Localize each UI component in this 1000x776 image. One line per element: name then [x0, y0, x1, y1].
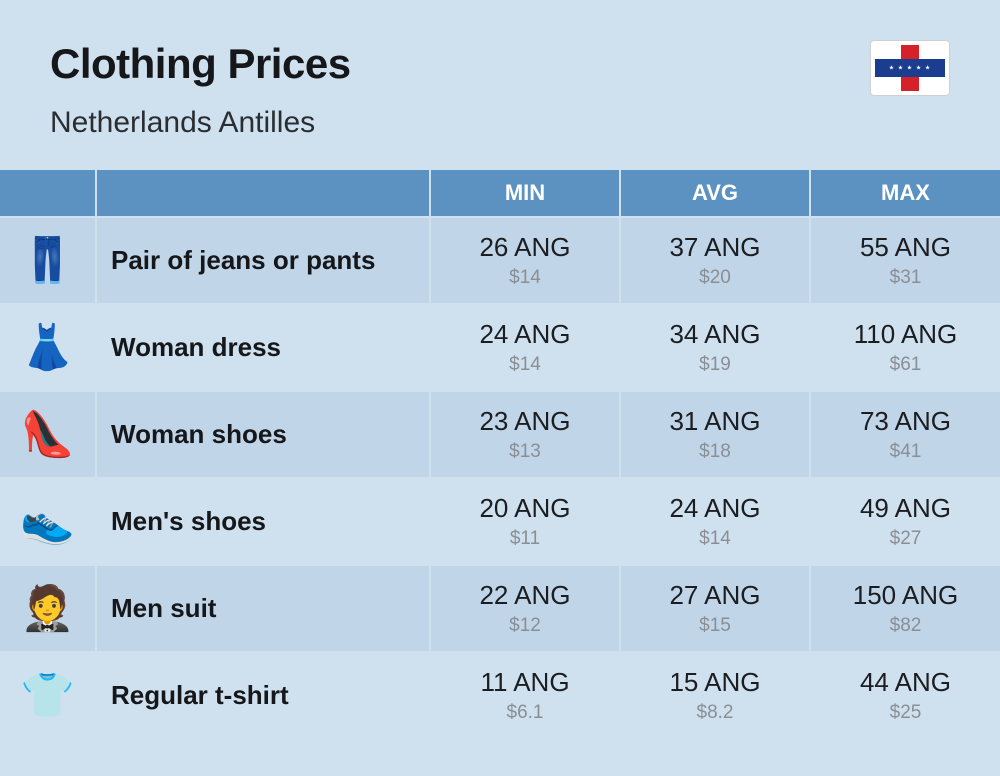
price-cell-avg: 34 ANG $19 [620, 304, 810, 391]
item-label: Pair of jeans or pants [96, 217, 430, 304]
price-cell-max: 150 ANG $82 [810, 565, 1000, 652]
price-cell-avg: 37 ANG $20 [620, 217, 810, 304]
price-cell-max: 44 ANG $25 [810, 652, 1000, 738]
price-cell-max: 49 ANG $27 [810, 478, 1000, 565]
price-local: 49 ANG [819, 493, 992, 524]
price-usd: $15 [629, 615, 801, 637]
price-cell-max: 110 ANG $61 [810, 304, 1000, 391]
price-local: 24 ANG [439, 319, 611, 350]
price-cell-min: 11 ANG $6.1 [430, 652, 620, 738]
price-local: 31 ANG [629, 406, 801, 437]
table-row: 👕Regular t-shirt 11 ANG $6.1 15 ANG $8.2 44 A… [0, 652, 1000, 738]
price-cell-max: 55 ANG $31 [810, 217, 1000, 304]
price-usd: $25 [819, 702, 992, 724]
item-icon: 👗 [0, 304, 96, 391]
price-usd: $20 [629, 267, 801, 289]
price-usd: $14 [439, 354, 611, 376]
price-local: 23 ANG [439, 406, 611, 437]
price-usd: $14 [629, 528, 801, 550]
item-icon: 🤵 [0, 565, 96, 652]
price-local: 15 ANG [629, 667, 801, 698]
price-usd: $27 [819, 528, 992, 550]
title-block: Clothing Prices Netherlands Antilles [50, 40, 870, 140]
page-subtitle: Netherlands Antilles [50, 106, 870, 140]
col-header-avg: AVG [620, 170, 810, 217]
price-local: 37 ANG [629, 232, 801, 263]
country-flag-icon: ★ ★ ★ ★ ★ [870, 40, 950, 96]
table-row: 👖Pair of jeans or pants 26 ANG $14 37 ANG $2… [0, 217, 1000, 304]
price-local: 34 ANG [629, 319, 801, 350]
item-label: Men's shoes [96, 478, 430, 565]
price-local: 55 ANG [819, 232, 992, 263]
price-cell-avg: 15 ANG $8.2 [620, 652, 810, 738]
price-cell-avg: 24 ANG $14 [620, 478, 810, 565]
price-local: 26 ANG [439, 232, 611, 263]
price-cell-max: 73 ANG $41 [810, 391, 1000, 478]
price-usd: $82 [819, 615, 992, 637]
item-label: Woman dress [96, 304, 430, 391]
price-local: 24 ANG [629, 493, 801, 524]
price-usd: $11 [439, 528, 611, 550]
table-row: 👠Woman shoes 23 ANG $13 31 ANG $18 73 ANG $41 [0, 391, 1000, 478]
price-usd: $14 [439, 267, 611, 289]
price-usd: $6.1 [439, 702, 611, 724]
item-icon: 👠 [0, 391, 96, 478]
col-header-min: MIN [430, 170, 620, 217]
table-row: 👟Men's shoes 20 ANG $11 24 ANG $14 49 ANG $27 [0, 478, 1000, 565]
price-cell-min: 20 ANG $11 [430, 478, 620, 565]
col-header-max: MAX [810, 170, 1000, 217]
price-cell-avg: 27 ANG $15 [620, 565, 810, 652]
price-usd: $31 [819, 267, 992, 289]
item-label: Regular t-shirt [96, 652, 430, 738]
price-cell-min: 24 ANG $14 [430, 304, 620, 391]
price-local: 110 ANG [819, 319, 992, 350]
table-row: 🤵Men suit 22 ANG $12 27 ANG $15 150 ANG $82 [0, 565, 1000, 652]
price-usd: $13 [439, 441, 611, 463]
price-local: 27 ANG [629, 580, 801, 611]
price-usd: $8.2 [629, 702, 801, 724]
table-row: 👗Woman dress 24 ANG $14 34 ANG $19 110 ANG $61 [0, 304, 1000, 391]
price-cell-avg: 31 ANG $18 [620, 391, 810, 478]
price-local: 11 ANG [439, 667, 611, 698]
header-blank-label [96, 170, 430, 217]
table-header-row: MIN AVG MAX [0, 170, 1000, 217]
page-title: Clothing Prices [50, 40, 870, 88]
price-local: 150 ANG [819, 580, 992, 611]
item-icon: 👖 [0, 217, 96, 304]
price-local: 73 ANG [819, 406, 992, 437]
item-label: Woman shoes [96, 391, 430, 478]
item-icon: 👕 [0, 652, 96, 738]
price-local: 22 ANG [439, 580, 611, 611]
price-cell-min: 26 ANG $14 [430, 217, 620, 304]
price-cell-min: 22 ANG $12 [430, 565, 620, 652]
price-local: 20 ANG [439, 493, 611, 524]
header: Clothing Prices Netherlands Antilles ★ ★… [0, 0, 1000, 170]
price-usd: $19 [629, 354, 801, 376]
price-local: 44 ANG [819, 667, 992, 698]
price-table: MIN AVG MAX 👖Pair of jeans or pants26 AN… [0, 170, 1000, 738]
price-usd: $12 [439, 615, 611, 637]
price-usd: $18 [629, 441, 801, 463]
price-usd: $61 [819, 354, 992, 376]
item-icon: 👟 [0, 478, 96, 565]
header-blank-icon [0, 170, 96, 217]
price-usd: $41 [819, 441, 992, 463]
item-label: Men suit [96, 565, 430, 652]
price-cell-min: 23 ANG $13 [430, 391, 620, 478]
